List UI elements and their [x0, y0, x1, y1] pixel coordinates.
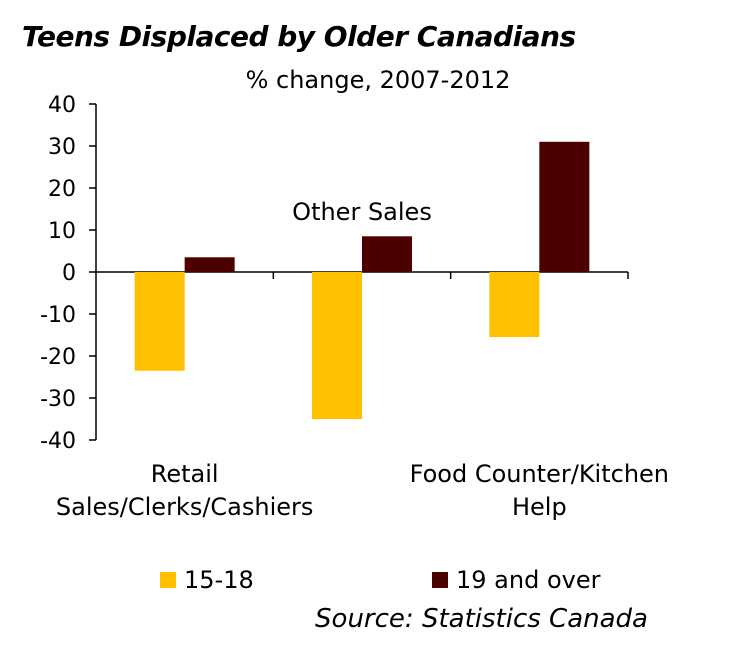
- chart-title: Teens Displaced by Older Canadians: [22, 20, 576, 53]
- legend-label-series-2: 19 and over: [456, 566, 601, 594]
- legend-swatch-series-2: [432, 572, 448, 588]
- y-tick-label: 0: [62, 261, 76, 286]
- y-tick-label: -20: [40, 345, 76, 370]
- y-tick-label: 10: [48, 219, 76, 244]
- bar-series-2-2: [362, 236, 412, 272]
- x-category-label: Help: [512, 493, 567, 521]
- bar-series-1-2: [312, 272, 362, 419]
- bar-series-1-3: [489, 272, 540, 338]
- bar-series-2-1: [184, 257, 235, 272]
- legend-label-series-1: 15-18: [184, 566, 254, 594]
- legend-item-series-2: 19 and over: [432, 566, 600, 594]
- y-tick-label: 40: [48, 93, 76, 118]
- bar-series-1-1: [134, 272, 185, 371]
- y-tick-label: -10: [40, 303, 76, 328]
- chart-subtitle: % change, 2007-2012: [245, 66, 511, 94]
- y-tick-label: -30: [40, 387, 76, 412]
- legend: 15-18 19 and over: [0, 566, 736, 598]
- y-tick-label: -40: [40, 429, 76, 454]
- legend-item-series-1: 15-18: [160, 566, 254, 594]
- x-category-label: Food Counter/Kitchen: [410, 460, 669, 488]
- y-tick-label: 20: [48, 177, 76, 202]
- x-category-label: Other Sales: [292, 198, 432, 226]
- y-tick-label: 30: [48, 135, 76, 160]
- source-note: Source: Statistics Canada: [315, 604, 648, 634]
- x-category-label: Sales/Clerks/Cashiers: [56, 493, 314, 521]
- bar-series-2-3: [539, 141, 590, 272]
- x-category-label: Retail: [151, 460, 219, 488]
- legend-swatch-series-1: [160, 572, 176, 588]
- bar-chart: 40 30 20 10 0 -10 -20 -30 -40 Retail Sales/Clerks/…: [40, 93, 669, 521]
